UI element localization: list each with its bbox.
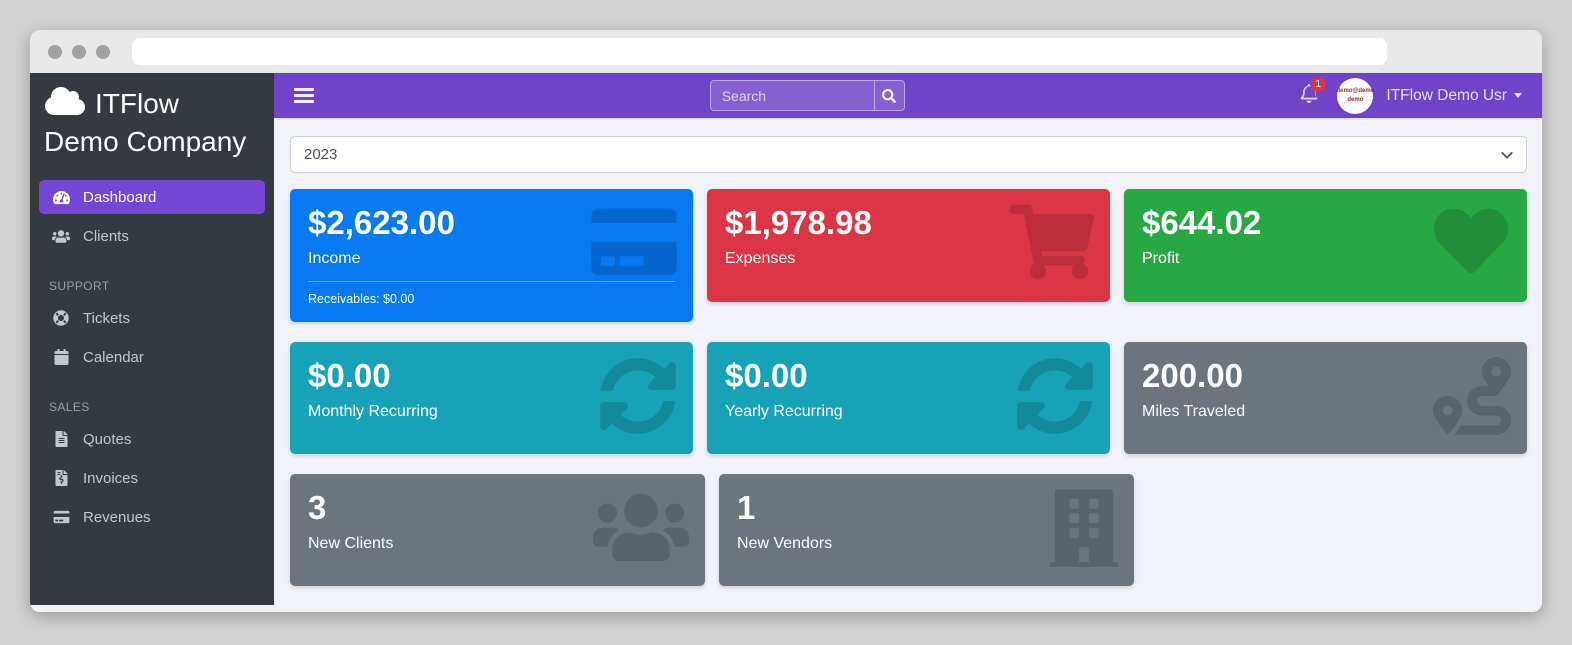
sidebar-item-label: Quotes — [83, 430, 132, 448]
card-label: Monthly Recurring — [308, 402, 438, 420]
stat-card-income[interactable]: $2,623.00 Income Receivables: $0.00 — [290, 189, 693, 322]
heart-icon — [1433, 208, 1508, 274]
cards-row-3: 3 New Clients 1 New Vendors — [290, 473, 1527, 586]
sync-icon — [600, 358, 676, 434]
browser-chrome — [30, 30, 1542, 73]
users-icon — [593, 493, 689, 562]
window-control-dot[interactable] — [96, 44, 110, 59]
card-value: $644.02 — [1142, 204, 1262, 241]
stat-card-monthly-recurring[interactable]: $0.00 Monthly Recurring — [290, 341, 693, 454]
sidebar-item-label: Clients — [83, 227, 129, 245]
sidebar-item-dashboard[interactable]: Dashboard — [39, 180, 265, 215]
user-name-label: ITFlow Demo Usr — [1386, 86, 1507, 104]
sync-icon — [1017, 358, 1093, 434]
sidebar-item-calendar[interactable]: Calendar — [39, 340, 265, 374]
card-label: New Vendors — [737, 534, 833, 552]
card-value: $2,623.00 — [308, 204, 455, 241]
sidebar-item-label: Tickets — [83, 309, 130, 327]
card-value: $0.00 — [308, 356, 391, 394]
window-control-dot[interactable] — [48, 44, 62, 59]
card-footer: Receivables: $0.00 — [308, 280, 675, 306]
bell-icon — [1301, 83, 1318, 103]
stat-card-profit[interactable]: $644.02 Profit — [1124, 189, 1527, 302]
sidebar: ITFlow Demo Company Dashboard Clients SU… — [30, 73, 274, 605]
card-label: Profit — [1142, 249, 1180, 267]
card-label: Miles Traveled — [1142, 402, 1246, 420]
credit-card-icon — [49, 510, 73, 524]
building-icon — [1050, 489, 1118, 567]
sidebar-item-label: Dashboard — [83, 188, 157, 206]
users-icon — [49, 229, 73, 244]
search-button[interactable] — [873, 81, 904, 110]
cards-row-2: $0.00 Monthly Recurring $0.00 Yearly Rec… — [290, 341, 1527, 454]
year-select-value: 2023 — [304, 146, 338, 163]
search-input[interactable] — [710, 81, 874, 110]
sidebar-nav: Dashboard Clients SUPPORT Tickets — [30, 180, 274, 534]
card-label: New Clients — [308, 534, 394, 552]
calendar-icon — [49, 349, 73, 366]
top-navbar: 1 demo@demo demo ITFlow Demo Usr — [274, 73, 1542, 118]
sidebar-item-label: Revenues — [83, 508, 151, 526]
chevron-down-icon — [1501, 151, 1513, 159]
year-select[interactable]: 2023 — [290, 136, 1527, 173]
file-invoice-dollar-icon — [49, 470, 73, 487]
credit-card-icon — [591, 208, 677, 276]
card-value: $0.00 — [725, 356, 808, 394]
card-label: Income — [308, 249, 361, 267]
brand[interactable]: ITFlow Demo Company — [30, 73, 274, 168]
window-controls — [48, 44, 110, 59]
shopping-cart-icon — [1010, 204, 1094, 280]
sidebar-section-sales: SALES — [49, 400, 90, 415]
navbar-right: 1 demo@demo demo ITFlow Demo Usr — [1300, 77, 1522, 114]
stat-card-new-vendors[interactable]: 1 New Vendors — [719, 473, 1134, 586]
browser-window: ITFlow Demo Company Dashboard Clients SU… — [30, 30, 1542, 612]
card-value: 1 — [737, 488, 756, 526]
stat-card-miles-traveled[interactable]: 200.00 Miles Traveled — [1124, 341, 1527, 454]
user-avatar[interactable]: demo@demo demo — [1336, 77, 1375, 114]
avatar-text-line2: demo — [1347, 96, 1364, 103]
sidebar-item-label: Invoices — [83, 469, 139, 487]
app-root: ITFlow Demo Company Dashboard Clients SU… — [30, 73, 1542, 612]
sidebar-item-invoices[interactable]: Invoices — [39, 461, 265, 495]
sidebar-item-clients[interactable]: Clients — [39, 219, 265, 253]
search-group — [709, 80, 905, 111]
life-ring-icon — [49, 310, 73, 326]
sidebar-item-label: Calendar — [83, 348, 144, 366]
cloud-icon — [45, 87, 85, 115]
stat-card-yearly-recurring[interactable]: $0.00 Yearly Recurring — [707, 341, 1110, 454]
cards-row-1: $2,623.00 Income Receivables: $0.00 $1,9… — [290, 189, 1527, 322]
gauge-icon — [49, 190, 73, 205]
main-area: 1 demo@demo demo ITFlow Demo Usr 2023 — [274, 73, 1542, 612]
hamburger-menu-icon[interactable] — [294, 88, 314, 103]
card-label: Yearly Recurring — [725, 402, 843, 420]
search-icon — [882, 88, 897, 103]
card-value: 3 — [308, 488, 327, 526]
user-menu-button[interactable]: ITFlow Demo Usr — [1386, 87, 1522, 105]
card-value: $1,978.98 — [725, 204, 872, 241]
sidebar-item-quotes[interactable]: Quotes — [39, 422, 265, 456]
card-value: 200.00 — [1142, 356, 1243, 394]
stat-card-new-clients[interactable]: 3 New Clients — [290, 473, 705, 586]
chevron-down-icon — [1513, 93, 1522, 98]
stat-card-expenses[interactable]: $1,978.98 Expenses — [707, 189, 1110, 302]
browser-address-bar[interactable] — [132, 38, 1387, 65]
route-icon — [1433, 356, 1511, 435]
notifications-button[interactable]: 1 — [1300, 77, 1326, 108]
sidebar-item-revenues[interactable]: Revenues — [39, 500, 265, 534]
sidebar-item-tickets[interactable]: Tickets — [39, 301, 265, 335]
dashboard-content: 2023 $2,623.00 Income Receivables: $0.00… — [274, 118, 1542, 612]
file-lines-icon — [49, 431, 73, 448]
sidebar-section-support: SUPPORT — [49, 279, 110, 294]
window-control-dot[interactable] — [72, 44, 86, 59]
avatar-text-line1: demo@demo — [1336, 87, 1375, 94]
brand-label: ITFlow Demo Company — [44, 88, 247, 157]
notification-count-badge: 1 — [1311, 77, 1326, 91]
card-label: Expenses — [725, 249, 796, 267]
